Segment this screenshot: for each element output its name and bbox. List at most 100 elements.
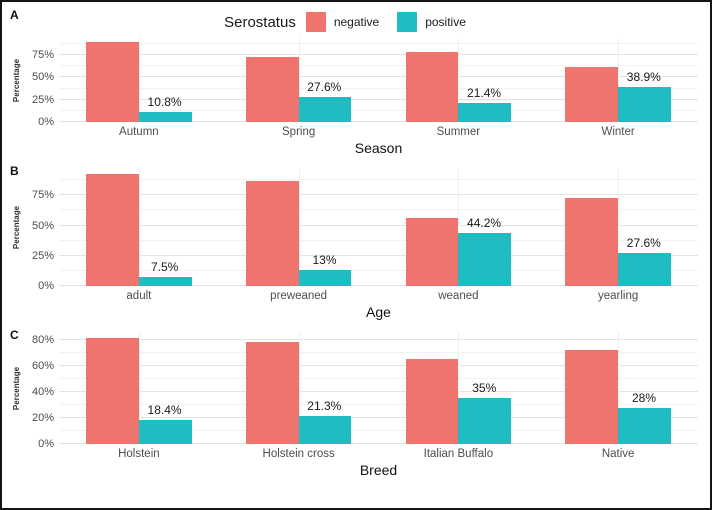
gridline-vertical <box>298 168 300 286</box>
serostatus-legend: Serostatus negative positive <box>10 8 698 36</box>
y-tick-label: 25% <box>31 249 54 262</box>
legend-item-negative: negative <box>305 12 379 32</box>
value-label: 38.9% <box>626 70 661 85</box>
gridline-vertical <box>458 168 460 286</box>
gridline-major <box>59 285 698 286</box>
bar-group: 28% <box>538 332 698 444</box>
bar-negative <box>86 42 139 122</box>
gridline-minor <box>59 65 698 67</box>
plot-area: 18.4% 21.3% 35% 28% <box>59 332 698 444</box>
gridline-vertical <box>618 168 620 286</box>
value-label: 10.8% <box>147 95 182 110</box>
value-label: 27.6% <box>626 235 661 250</box>
value-label: 44.2% <box>467 215 502 230</box>
bar-negative <box>405 359 459 444</box>
gridline-vertical <box>458 38 460 122</box>
gridline-vertical <box>138 168 140 286</box>
panel-letter-a: A <box>10 8 19 22</box>
bar-negative <box>245 57 299 122</box>
plot-area: 10.8% 27.6% 21.4% 38.9% <box>59 38 698 122</box>
bar-negative <box>245 341 299 444</box>
y-axis-title: Percentage <box>10 168 23 286</box>
value-label: 27.6% <box>307 80 342 95</box>
gridline-major <box>59 390 698 392</box>
x-axis-ticks: Holstein Holstein cross Italian Buffalo Nat… <box>59 448 698 460</box>
value-label: 18.4% <box>147 403 182 418</box>
value-label: 28% <box>631 390 657 405</box>
panel-letter-c: C <box>10 328 19 342</box>
panel-age: B Percentage 0% 25% 50% 75% 7.5% 13% 44.2% 27.… <box>10 164 698 320</box>
bar-positive: 27.6% <box>618 236 671 286</box>
y-tick-label: 0% <box>38 116 54 128</box>
gridline-major <box>59 76 698 78</box>
value-label: 35% <box>472 381 497 396</box>
gridline-minor <box>59 209 698 211</box>
y-axis-title: Percentage <box>10 38 23 122</box>
bar-positive: 28% <box>618 391 671 444</box>
gridline-minor <box>59 239 698 241</box>
gridline-minor <box>59 179 698 181</box>
gridline-minor <box>59 269 698 271</box>
gridline-major <box>59 338 698 340</box>
gridline-vertical <box>138 38 140 122</box>
value-label: 21.4% <box>467 85 502 100</box>
bar-negative <box>565 67 619 122</box>
legend-title: Serostatus <box>224 13 296 31</box>
y-axis-title-text: Percentage <box>12 205 22 249</box>
bar-group: 13% <box>219 168 379 286</box>
y-tick-label: 60% <box>31 359 54 372</box>
x-axis-title: Age <box>366 304 391 320</box>
bar-positive: 21.4% <box>458 86 512 122</box>
panel-breed: C Percentage 0% 20% 40% 60% 80% 18.4% 21.3% 35… <box>10 328 698 478</box>
plot-area: 7.5% 13% 44.2% 27.6% <box>59 168 698 286</box>
x-tick-label: Winter <box>601 126 635 138</box>
value-label: 7.5% <box>150 259 179 274</box>
x-axis-title: Season <box>354 140 403 156</box>
gridline-vertical <box>138 332 140 444</box>
bar-positive: 13% <box>298 253 352 286</box>
gridline-major <box>59 443 698 444</box>
y-axis-title: Percentage <box>10 332 23 444</box>
y-axis-title-text: Percentage <box>12 58 22 102</box>
y-tick-label: 75% <box>31 189 54 202</box>
y-tick-label: 50% <box>31 219 54 232</box>
gridline-major <box>59 416 698 418</box>
x-tick-label: yearling <box>597 290 639 302</box>
bar-positive: 38.9% <box>618 70 671 122</box>
gridline-minor <box>59 351 698 353</box>
bar-negative <box>245 180 299 286</box>
gridline-major <box>59 194 698 196</box>
gridline-vertical <box>618 332 620 444</box>
bar-group: 44.2% <box>379 168 539 286</box>
y-tick-label: 40% <box>31 385 54 398</box>
bar-positive: 7.5% <box>138 260 192 286</box>
positive-swatch-icon <box>397 12 418 32</box>
gridline-vertical <box>618 38 620 122</box>
bar-group: 38.9% <box>538 38 698 122</box>
legend-item-positive: positive <box>397 12 466 32</box>
gridline-major <box>59 98 698 100</box>
bar-group: 10.8% <box>59 38 219 122</box>
gridline-major <box>59 364 698 366</box>
bar-group: 27.6% <box>219 38 379 122</box>
x-tick-label: Summer <box>436 126 481 138</box>
x-tick-label: preweaned <box>270 290 328 302</box>
value-label: 13% <box>312 253 337 268</box>
bar-negative <box>86 174 139 286</box>
y-tick-label: 80% <box>31 333 54 346</box>
gridline-major <box>59 254 698 256</box>
bar-groups: 10.8% 27.6% 21.4% 38.9% <box>59 38 698 122</box>
y-tick-label: 0% <box>38 438 54 450</box>
bar-groups: 7.5% 13% 44.2% 27.6% <box>59 168 698 286</box>
y-axis-ticks: 0% 25% 50% 75% <box>23 38 59 128</box>
y-axis-title-text: Percentage <box>12 366 22 410</box>
bar-negative <box>405 51 459 122</box>
x-tick-label: Holstein <box>118 448 160 460</box>
gridline-minor <box>59 429 698 431</box>
bar-group: 21.4% <box>379 38 539 122</box>
gridline-minor <box>59 377 698 379</box>
x-axis-title: Breed <box>359 462 398 478</box>
y-axis-ticks: 0% 25% 50% 75% <box>23 168 59 292</box>
x-tick-label: adult <box>126 290 152 302</box>
